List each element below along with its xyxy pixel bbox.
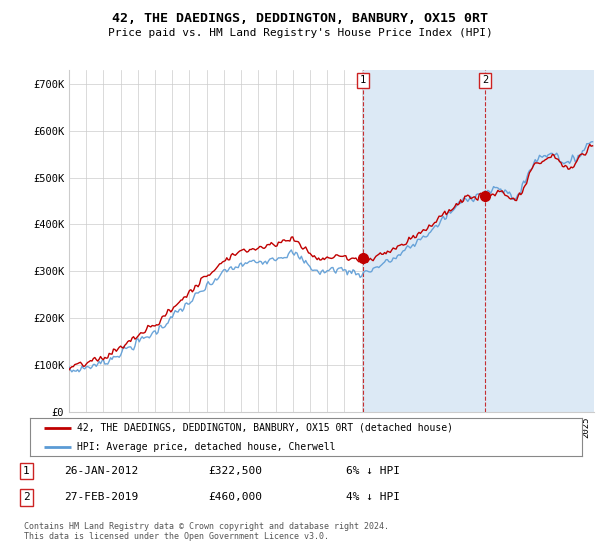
Text: Price paid vs. HM Land Registry's House Price Index (HPI): Price paid vs. HM Land Registry's House … — [107, 28, 493, 38]
Text: HPI: Average price, detached house, Cherwell: HPI: Average price, detached house, Cher… — [77, 442, 335, 452]
Text: £322,500: £322,500 — [208, 466, 262, 476]
Text: 42, THE DAEDINGS, DEDDINGTON, BANBURY, OX15 0RT (detached house): 42, THE DAEDINGS, DEDDINGTON, BANBURY, O… — [77, 423, 453, 433]
Text: 1: 1 — [23, 466, 30, 476]
Text: 1: 1 — [360, 75, 366, 85]
Text: 2: 2 — [482, 75, 488, 85]
Text: 42, THE DAEDINGS, DEDDINGTON, BANBURY, OX15 0RT: 42, THE DAEDINGS, DEDDINGTON, BANBURY, O… — [112, 12, 488, 25]
Bar — [363, 70, 485, 412]
Text: 2: 2 — [23, 492, 30, 502]
Bar — [485, 70, 594, 412]
Text: £460,000: £460,000 — [208, 492, 262, 502]
Text: 6% ↓ HPI: 6% ↓ HPI — [346, 466, 400, 476]
Text: 26-JAN-2012: 26-JAN-2012 — [64, 466, 138, 476]
Text: Contains HM Land Registry data © Crown copyright and database right 2024.
This d: Contains HM Land Registry data © Crown c… — [24, 522, 389, 542]
Text: 27-FEB-2019: 27-FEB-2019 — [64, 492, 138, 502]
Text: 4% ↓ HPI: 4% ↓ HPI — [346, 492, 400, 502]
